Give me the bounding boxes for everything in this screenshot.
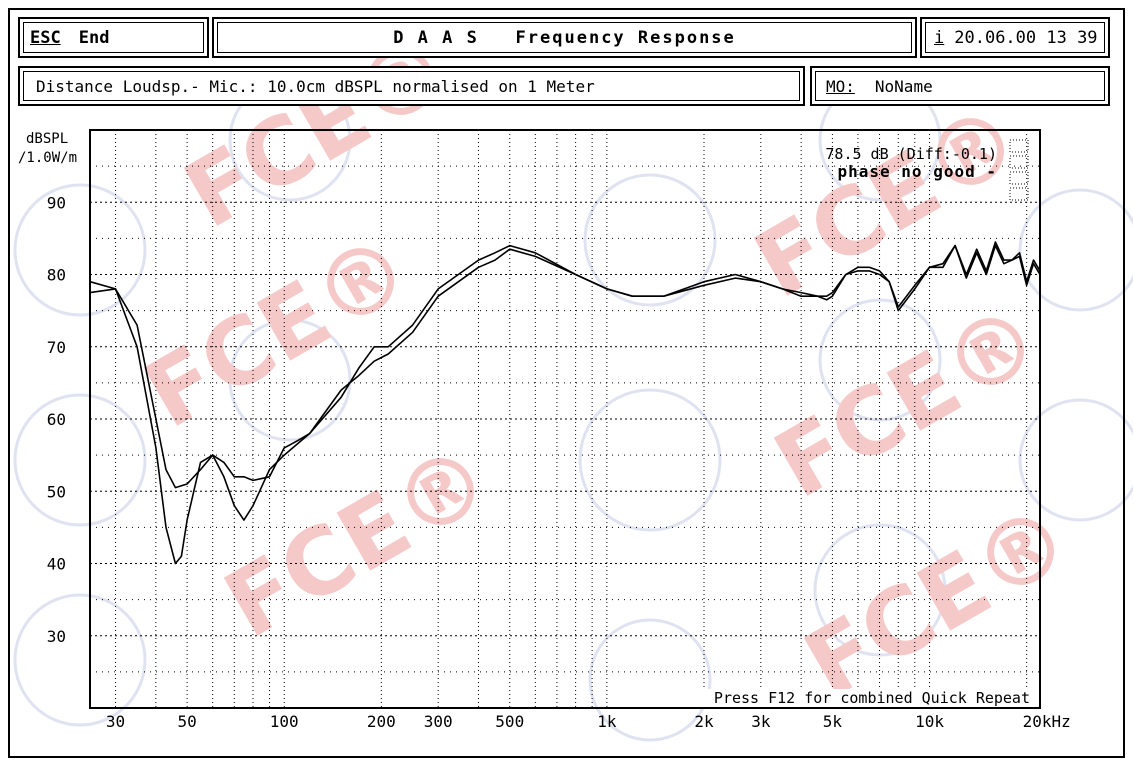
legend-swatch [1009,139,1029,153]
mo-key[interactable]: MO: [826,76,855,96]
distance-info: Distance Loudsp.- Mic.: 10.0cm dBSPL nor… [18,66,805,106]
y-tick-label: 50 [47,482,66,501]
x-tick-label: 50 [177,712,196,731]
axis-labels: 30 40 50 60 70 80 90 30 50 100 200 300 500 1k 2k 3k 5k 10… [47,193,1071,731]
x-tick-label: 2k [694,712,714,731]
legend-swatch [1009,155,1029,169]
distance-text: Distance Loudsp.- Mic.: 10.0cm dBSPL nor… [36,76,595,96]
outer-frame [8,8,1125,758]
x-tick-label: 200 [367,712,396,731]
x-tick-label: 5k [823,712,843,731]
y-tick-label: 60 [47,410,66,429]
plot-border [89,129,1041,709]
y-axis-label: dBSPL [26,131,68,147]
legend-swatch [1009,187,1029,201]
window-title: D A A S Frequency Response [212,17,917,58]
x-tick-label: 100 [270,712,299,731]
x-tick-label: 1k [597,712,617,731]
footer-hint: Press F12 for combined Quick Repeat [714,689,1030,707]
legend-swatches [1009,139,1029,201]
x-tick-label: 10k [915,712,944,731]
footer-bg [668,689,1034,707]
x-tick-label: 30 [106,712,125,731]
esc-key[interactable]: ESC [30,27,61,48]
y-tick-label: 40 [47,555,66,574]
y-tick-label: 90 [47,193,66,212]
end-label[interactable]: End [78,27,110,48]
y-tick-label: 80 [47,266,66,285]
info-key[interactable]: i [934,27,945,48]
response-curve [89,241,1041,565]
mo-box[interactable]: MO: NoName [810,66,1110,106]
grid [90,130,1040,708]
esc-end-box[interactable]: ESC End [18,17,209,58]
curves [89,241,1041,565]
mo-value: NoName [874,76,933,96]
response-curve [89,244,1041,489]
datetime: 20.06.00 13 39 [954,27,1098,48]
y-tick-label: 70 [47,338,66,357]
x-tick-label: 20kHz [1023,712,1071,731]
legend-swatch [1009,171,1029,185]
x-tick-label: 500 [495,712,524,731]
annotation-phase: phase no good - [838,162,998,181]
y-tick-label: 30 [47,627,66,646]
info-box[interactable]: i 20.06.00 13 39 [920,17,1110,58]
y-axis-unit: /1.0W/m [18,150,77,166]
x-tick-label: 300 [424,712,453,731]
x-tick-label: 3k [751,712,771,731]
annotation-value: 78.5 dB (Diff:-0.1) [825,145,997,163]
